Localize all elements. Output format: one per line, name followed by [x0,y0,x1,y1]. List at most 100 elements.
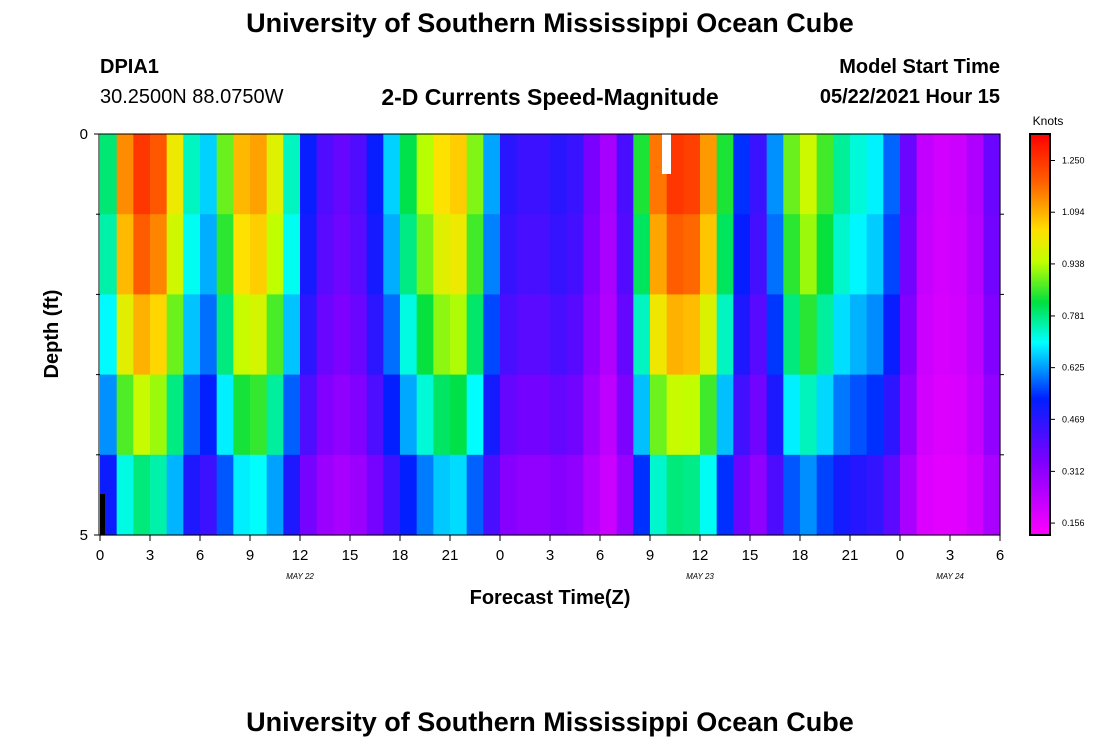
heatmap-cell [683,134,701,215]
heatmap-cell [850,294,868,376]
heatmap-cell [166,374,184,456]
heatmap-cell [683,374,701,456]
heatmap-cell [733,134,751,215]
heatmap-cell [250,294,268,376]
heatmap-cell [616,374,634,456]
heatmap-cell [550,214,568,295]
heatmap-cell [183,454,201,536]
heatmap-cell [650,294,668,376]
heatmap-cell [200,134,218,215]
heatmap-cell [216,374,234,456]
heatmap-cell [700,454,718,536]
heatmap-cell [750,214,768,295]
heatmap-cell [133,454,151,536]
heatmap-cell [900,134,918,215]
colorbar-tick-label: 0.625 [1062,363,1085,373]
heatmap-cell [150,454,168,536]
heatmap-cell [250,134,268,215]
heatmap-cell [750,454,768,536]
heatmap-cell [716,134,734,215]
heatmap-cell [883,294,901,376]
heatmap-cell [333,214,351,295]
heatmap-cell [766,374,784,456]
colorbar-tick-label: 0.312 [1062,466,1085,476]
heatmap-cell [300,134,318,215]
heatmap-cell [583,134,601,215]
heatmap-cell [716,454,734,536]
x-tick-label: 12 [692,547,709,564]
heatmap-cell [800,454,818,536]
heatmap-cell [733,294,751,376]
x-tick-label: 18 [392,547,409,564]
heatmap-cell [266,374,284,456]
heatmap-cell [666,214,684,295]
heatmap-cell [783,134,801,215]
heatmap-cell [266,134,284,215]
heatmap-cell [550,134,568,215]
heatmap-cell [600,294,618,376]
station-id: DPIA1 [100,56,159,78]
model-start-label: Model Start Time [839,56,1000,78]
heatmap-cell [683,214,701,295]
heatmap-cell [266,454,284,536]
date-label: MAY 23 [686,572,714,581]
x-tick-label: 3 [146,547,154,564]
x-tick-label: 15 [742,547,759,564]
heatmap-cell [816,134,834,215]
colorbar-ticks: 1.250 1.094 0.938 0.781 0.625 0.469 0.312 0.156 [1050,156,1085,528]
heatmap-cell [733,214,751,295]
heatmap-cell [216,454,234,536]
heatmap-cell [433,134,451,215]
heatmap-cell [533,374,551,456]
heatmap-cell [566,214,584,295]
x-tick-label: 21 [842,547,859,564]
heatmap-cell [916,134,934,215]
y-axis-label: Depth (ft) [41,290,63,379]
heatmap-cell [183,294,201,376]
heatmap-cell [483,134,501,215]
heatmap-cell [350,214,368,295]
heatmap-cell [166,214,184,295]
heatmap-cell [700,374,718,456]
x-tick-label: 12 [292,547,309,564]
heatmap-cell [533,134,551,215]
heatmap-cell [633,214,651,295]
heatmap-cell [800,134,818,215]
heatmap-cell [283,374,301,456]
heatmap-cell [400,454,418,536]
heatmap-cell [616,454,634,536]
heatmap-cell [483,374,501,456]
heatmap-cell [250,214,268,295]
model-start-value: 05/22/2021 Hour 15 [819,86,1000,108]
heatmap-cell [716,294,734,376]
heatmap-cell [783,214,801,295]
heatmap-cell [600,214,618,295]
heatmap-cell [866,134,884,215]
heatmap-cell [550,294,568,376]
heatmap-cell [816,214,834,295]
heatmap-cell [700,214,718,295]
heatmap-cell [366,454,384,536]
heatmap-cell [116,214,134,295]
x-axis: 0 3 6 9 12 15 18 21 0 3 6 9 12 15 18 21 0 3 6 MAY 22 MAY 23 M… [96,535,1004,581]
heatmap-cell [316,214,334,295]
heatmap-cell [950,454,968,536]
heatmap-cell [666,294,684,376]
colorbar-tick-label: 0.938 [1062,259,1085,269]
y-tick-label: 5 [80,527,88,544]
colorbar [1029,133,1051,536]
heatmap-cell [500,214,518,295]
heatmap-cell [916,454,934,536]
x-tick-label: 6 [196,547,204,564]
y-tick-label: 0 [80,126,88,143]
heatmap-cell [833,454,851,536]
heatmap-cell [516,134,534,215]
heatmap-cell [316,134,334,215]
heatmap-cell [666,374,684,456]
heatmap-cell [300,294,318,376]
heatmap-cell [816,374,834,456]
heatmap-cell [583,454,601,536]
heatmap-cell [633,294,651,376]
heatmap-cell [233,134,251,215]
heatmap-cell [166,454,184,536]
